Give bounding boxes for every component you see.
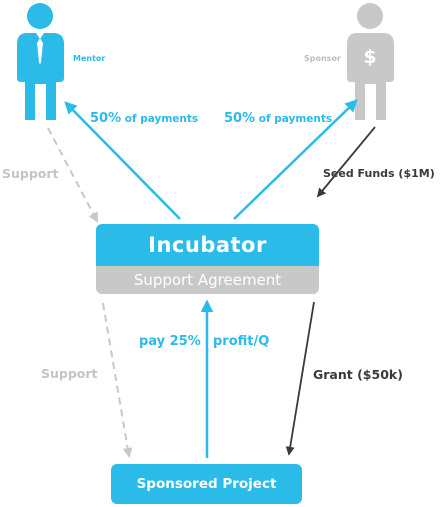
mentor-label: Mentor bbox=[73, 54, 106, 63]
seed-funds-arrow bbox=[316, 126, 376, 198]
incubator-box: Incubator bbox=[96, 224, 319, 266]
support-agreement-box: Support Agreement bbox=[96, 266, 319, 294]
sponsored-project-box: Sponsored Project bbox=[111, 464, 302, 504]
mentor-icon bbox=[17, 3, 64, 120]
support-top-arrow bbox=[47, 127, 98, 223]
support-bottom-label: Support bbox=[41, 366, 98, 381]
seed-funds-label: Seed Funds ($1M) bbox=[323, 167, 435, 180]
payments-to-sponsor-text: of payments bbox=[255, 113, 333, 125]
grant-arrow bbox=[285, 301, 315, 456]
support-top-label: Support bbox=[2, 166, 59, 181]
sponsor-icon: $ bbox=[347, 3, 394, 120]
svg-text:$: $ bbox=[363, 46, 376, 68]
support-bottom-arrow bbox=[102, 302, 133, 458]
payments-to-sponsor-label: 50% of payments bbox=[224, 111, 332, 126]
profit-label: profit/Q bbox=[213, 334, 270, 349]
payments-to-mentor-text: of payments bbox=[121, 113, 199, 125]
sponsor-label: Sponsor bbox=[304, 54, 341, 63]
payments-to-mentor-arrow bbox=[64, 101, 181, 220]
payments-to-sponsor-percent: 50% bbox=[224, 111, 256, 126]
payments-to-mentor-label: 50% of payments bbox=[90, 111, 198, 126]
grant-label: Grant ($50k) bbox=[313, 367, 403, 382]
payments-to-mentor-percent: 50% bbox=[90, 111, 122, 126]
payments-to-sponsor-arrow bbox=[233, 99, 358, 220]
pay-label: pay 25% bbox=[139, 334, 201, 349]
